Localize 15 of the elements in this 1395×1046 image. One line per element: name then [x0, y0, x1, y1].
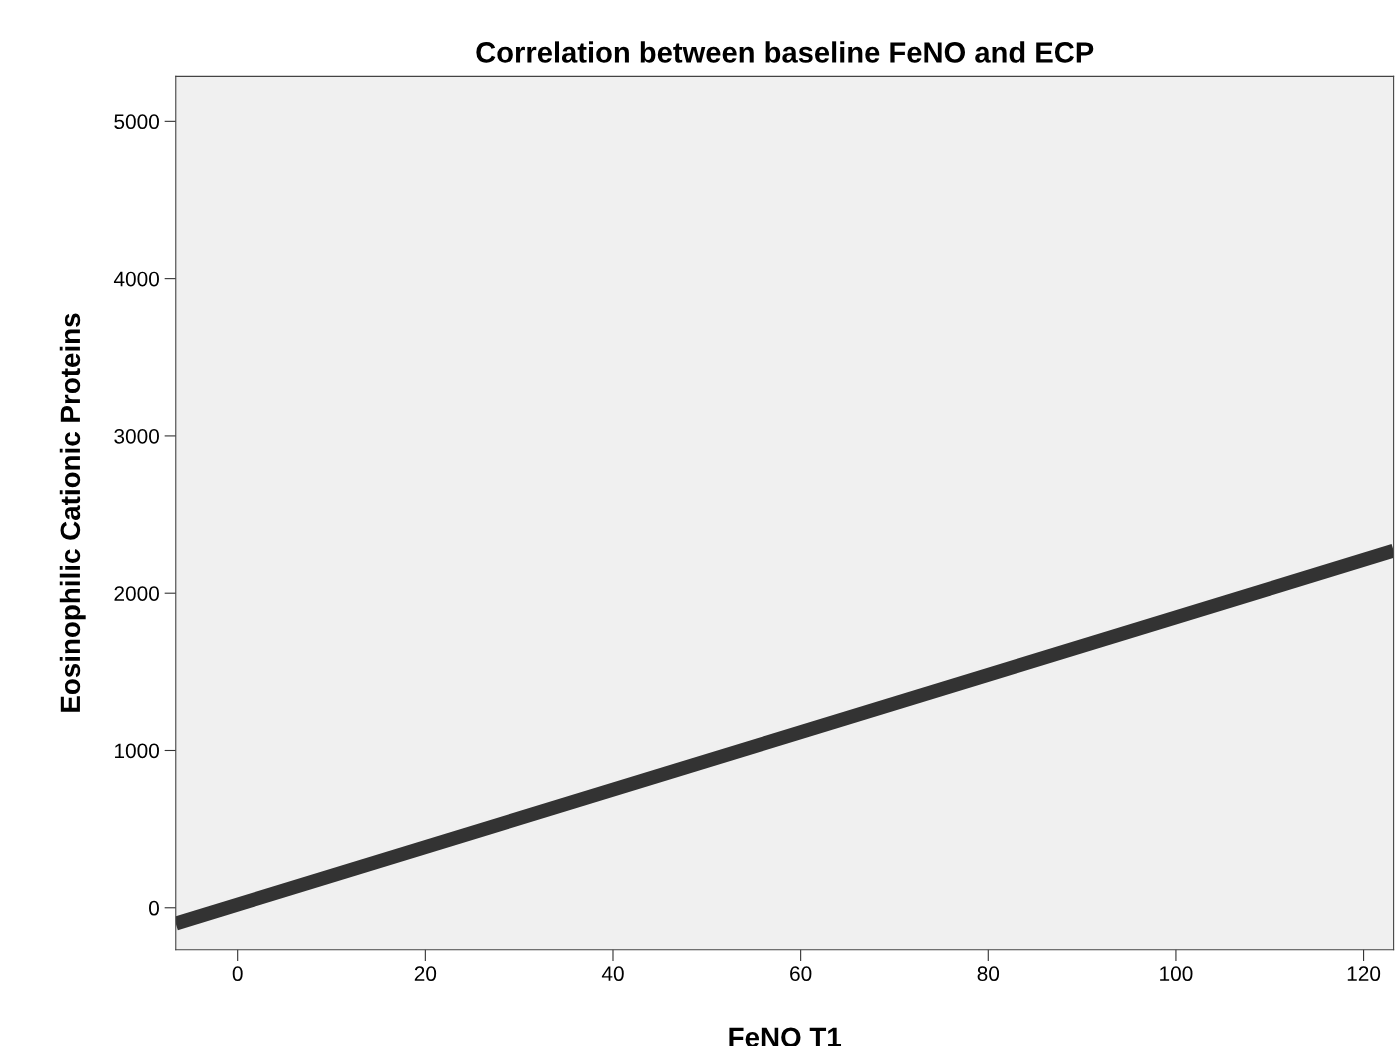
chart-title: Correlation between baseline FeNO and ECP	[476, 41, 1094, 63]
x-tick-label: 20	[414, 966, 437, 982]
y-tick-label: 0	[149, 900, 159, 916]
x-tick-label: 40	[601, 966, 624, 982]
y-tick-label: 1000	[115, 743, 159, 759]
y-tick-label: 4000	[113, 271, 159, 287]
y-tick-label: 5000	[114, 114, 159, 130]
x-tick-label: 100	[1160, 966, 1193, 982]
x-tick-label: 0	[232, 966, 243, 982]
y-tick-label: 2000	[114, 586, 159, 601]
x-tick-label: 80	[977, 966, 1000, 982]
x-tick-label: 60	[790, 966, 812, 982]
y-tick-label: 3000	[114, 428, 159, 444]
y-axis-title: Eosinophilic Cationic Proteins	[59, 313, 86, 712]
x-tick-label: 120	[1347, 966, 1381, 982]
